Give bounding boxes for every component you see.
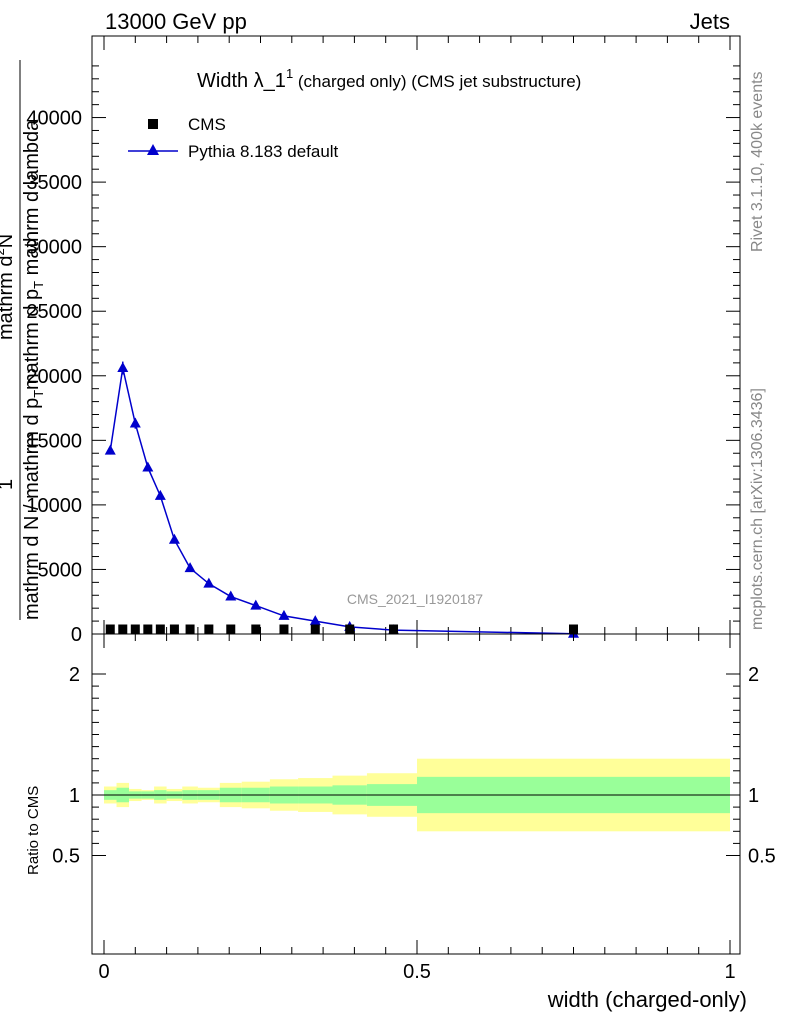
ratio-x-tick-label: 1 [724,961,735,983]
ratio-x-tick-label: 0 [98,961,109,983]
mc-point [250,599,262,610]
cms-point [279,624,289,634]
cms-point [389,624,399,634]
mc-series-line [109,367,574,635]
y-label-den2-text: mathrm d p [21,289,43,390]
y-label-den2: mathrm d pT mathrm d lambda [21,119,46,390]
header-left: 13000 GeV pp [105,9,247,34]
cms-point [310,624,320,634]
mc-point [154,489,166,500]
y-label-den-text: mathrm d N / mathrm d p [21,398,43,620]
mcplots-label: mcplots.cern.ch [arXiv:1306.3436] [749,388,766,630]
main-y-tick-label: 10000 [26,495,82,517]
cms-point [130,624,140,634]
main-y-tick-label: 30000 [26,237,82,259]
plot-title-sub: (charged only) (CMS jet substructure) [293,72,581,91]
ratio-y-tick-label: 1 [69,785,80,807]
y-label-num: 1 [0,479,17,490]
mc-point [225,590,237,601]
main-plot-area [104,361,579,638]
mc-point [104,444,116,455]
header-right: Jets [690,9,730,34]
main-y-tick-label: 0 [71,624,82,646]
cms-point [169,624,179,634]
main-y-tick-label: 5000 [38,559,83,581]
ratio-y-tick-label: 0.5 [52,846,80,868]
main-y-tick-label: 40000 [26,108,82,130]
main-y-tick-label: 25000 [26,301,82,323]
ratio-y-tick-label-right: 0.5 [748,846,776,868]
plot-title-main: Width λ_1 [197,70,286,92]
y-label-num2: mathrm d2N [0,234,17,340]
legend-cms-marker [148,119,158,129]
ratio-y-label: Ratio to CMS [25,786,42,875]
main-y-label: 1 mathrm d N / mathrm d pT mathrm d2N ma… [0,60,46,620]
y-label-den2-rest: mathrm d lambda [21,119,43,281]
plot-title-sup: 1 [286,66,293,81]
cms-point [251,624,261,634]
y-label-num2-text: mathrm d [0,256,17,340]
ratio-plot-area [104,758,730,832]
mc-point [168,533,180,544]
cms-point [204,624,214,634]
y-label-num2-sup: 2 [0,248,7,255]
legend: CMS Pythia 8.183 default [128,115,339,161]
main-y-tick-label: 15000 [26,430,82,452]
cms-point [185,624,195,634]
y-label-den: mathrm d N / mathrm d pT [21,390,46,620]
ratio-y-tick-label-right: 1 [748,785,759,807]
cms-point [345,624,355,634]
legend-mc-label: Pythia 8.183 default [188,142,339,161]
ratio-x-tick-label: 0.5 [403,961,431,983]
cms-point [143,624,153,634]
ratio-x-axis: 0 0.5 1 [98,634,736,983]
y-label-den-sub: T [31,390,46,398]
mc-point [203,577,215,588]
main-y-axis: 0 5000 10000 15000 20000 25000 30000 35000 40000 [26,65,740,646]
mc-point [129,417,141,428]
main-y-tick-label: 20000 [26,366,82,388]
ratio-y-tick-label-right: 2 [748,664,759,686]
mc-point [309,615,321,626]
mc-point [184,562,196,573]
cms-point [118,624,128,634]
main-y-tick-label: 35000 [26,172,82,194]
legend-mc-marker [147,144,159,155]
cms-point [105,624,115,634]
cms-point [569,624,578,634]
y-label-den2-sub: T [31,281,46,289]
cms-point [155,624,165,634]
legend-cms-label: CMS [188,115,226,134]
plot-title: Width λ_11 (charged only) (CMS jet subst… [197,66,581,92]
mc-point [117,362,129,373]
analysis-id: CMS_2021_I1920187 [347,591,483,607]
x-axis-label: width (charged-only) [547,987,747,1012]
cms-point [226,624,236,634]
ratio-y-tick-label: 2 [69,664,80,686]
mc-point [278,609,290,620]
ratio-y-axis: 0.5 0.5 1 1 2 2 [52,664,776,868]
y-label-num2-rest: N [0,234,17,248]
ratio-panel-frame [91,633,741,955]
mc-point [142,461,154,472]
rivet-label: Rivet 3.1.10, 400k events [749,71,766,252]
